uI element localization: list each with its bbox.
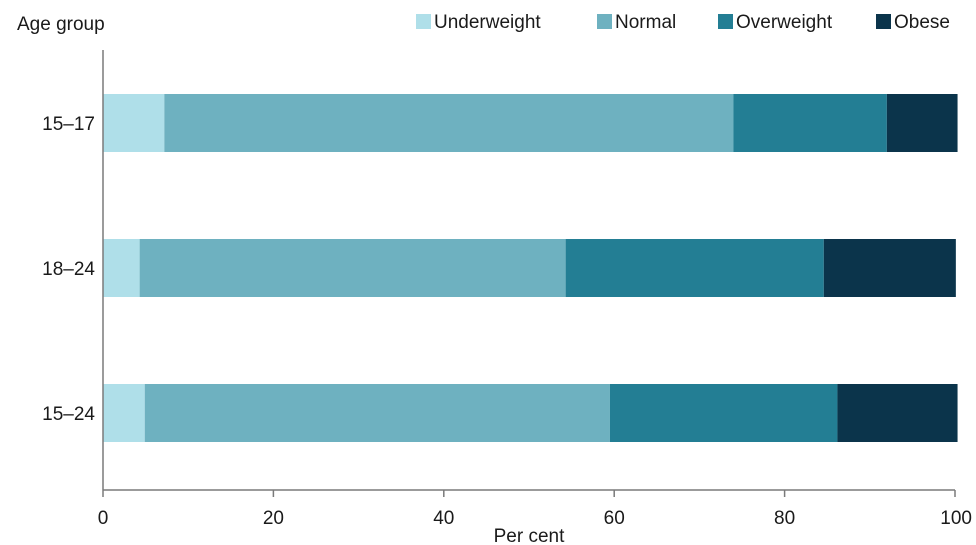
bar-obese-15-24 [837,384,958,442]
legend-swatch-obese [876,14,891,29]
legend-swatch-underweight [416,14,431,29]
bar-underweight-15-24 [103,384,145,442]
x-axis-title: Per cent [494,526,565,545]
legend-label-obese: Obese [894,12,950,33]
legend-label-normal: Normal [615,12,676,33]
bar-underweight-15-17 [103,94,165,152]
x-tick-label: 100 [940,508,972,529]
x-tick-label: 60 [604,508,625,529]
x-tick-label: 0 [98,508,109,529]
bar-normal-18-24 [139,239,566,297]
bar-underweight-18-24 [103,239,140,297]
x-tick-label: 40 [433,508,454,529]
bar-obese-18-24 [823,239,956,297]
legend-swatch-overweight [718,14,733,29]
x-axis-ticks: 0 20 40 60 80 100 [98,490,972,529]
bar-normal-15-24 [144,384,610,442]
bar-overweight-15-24 [609,384,838,442]
x-tick-label: 80 [774,508,795,529]
legend: Underweight Normal Overweight Obese [416,12,950,33]
legend-label-underweight: Underweight [434,12,541,33]
bar-obese-15-17 [886,94,958,152]
y-axis-title: Age group [17,14,105,35]
bar-normal-15-17 [164,94,734,152]
bar-overweight-18-24 [565,239,824,297]
y-category-label: 15–24 [42,404,95,425]
legend-swatch-normal [597,14,612,29]
x-tick-label: 20 [263,508,284,529]
y-category-label: 15–17 [42,114,95,135]
legend-label-overweight: Overweight [736,12,833,33]
y-category-label: 18–24 [42,259,95,280]
bar-overweight-15-17 [733,94,887,152]
bars [103,94,958,442]
y-axis-category-labels: 15–17 18–24 15–24 [42,114,95,425]
